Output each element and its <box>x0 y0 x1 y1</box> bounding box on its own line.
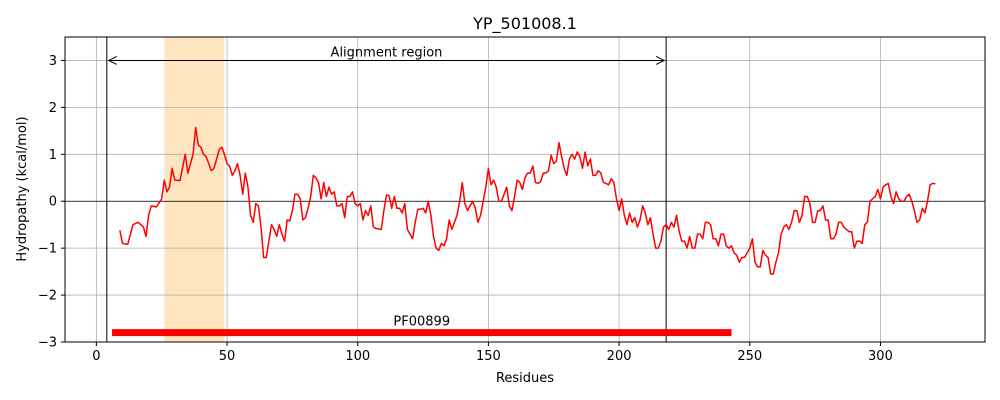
y-tick-label: 1 <box>49 148 57 163</box>
x-tick-label: 0 <box>92 349 100 364</box>
domain-label: PF00899 <box>393 315 450 330</box>
highlight-region <box>164 37 225 342</box>
x-tick-label: 100 <box>345 349 370 364</box>
y-tick-label: 2 <box>49 101 57 116</box>
y-tick-label: 3 <box>49 54 57 69</box>
arrowhead-right <box>655 56 666 65</box>
y-tick-label: −1 <box>38 242 57 257</box>
x-tick-label: 300 <box>868 349 893 364</box>
x-tick-label: 250 <box>737 349 762 364</box>
plot-frame <box>64 36 986 343</box>
x-tick-label: 50 <box>219 349 236 364</box>
y-tick-label: 0 <box>49 195 57 210</box>
arrowhead-left <box>107 56 118 65</box>
chart-title: YP_501008.1 <box>472 14 577 34</box>
y-axis-label: Hydropathy (kcal/mol) <box>15 116 30 261</box>
annotation-label: Alignment region <box>331 45 443 60</box>
y-tick-label: −3 <box>38 336 57 351</box>
y-tick-label: −2 <box>38 289 57 304</box>
x-axis-label: Residues <box>496 371 554 386</box>
hydropathy-line <box>119 126 936 275</box>
x-tick-label: 200 <box>607 349 632 364</box>
x-tick-label: 150 <box>476 349 501 364</box>
domain-bar <box>112 329 732 337</box>
